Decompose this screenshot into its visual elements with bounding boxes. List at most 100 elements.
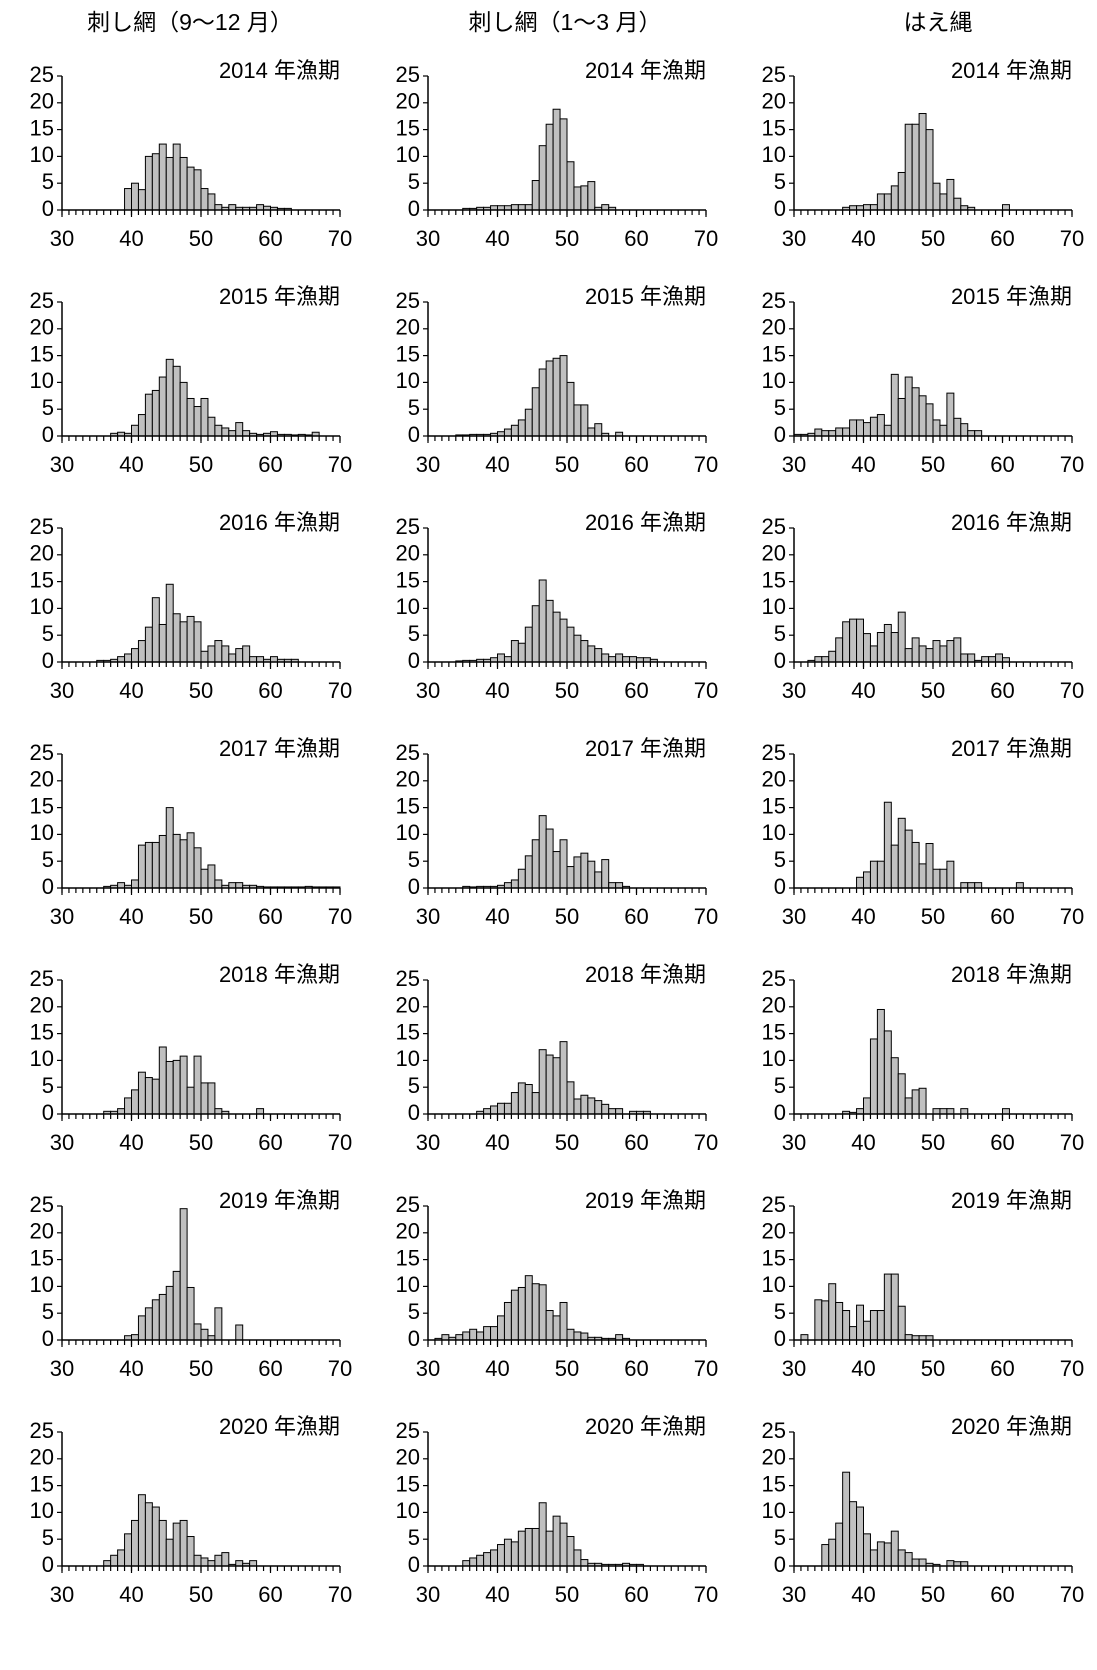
bar: [214, 424, 223, 437]
bar: [531, 387, 540, 437]
y-tick-label: 25: [30, 740, 54, 765]
bar: [573, 404, 582, 437]
bar: [856, 1108, 864, 1115]
bar: [214, 204, 223, 211]
y-tick-label: 10: [396, 1272, 420, 1297]
x-tick-label: 70: [694, 452, 718, 477]
y-tick-label: 20: [396, 1219, 420, 1244]
bar: [918, 645, 927, 663]
y-tick-label: 0: [774, 874, 786, 899]
bar: [821, 1544, 830, 1567]
bar: [110, 1554, 119, 1567]
bar: [117, 656, 126, 663]
bar: [842, 427, 851, 437]
bar: [566, 626, 575, 663]
bar: [883, 193, 892, 211]
bar: [835, 637, 844, 663]
x-tick-label: 60: [258, 452, 282, 477]
bar: [517, 642, 526, 663]
bar: [615, 882, 624, 889]
y-tick-label: 20: [762, 315, 786, 340]
y-tick-label: 0: [774, 648, 786, 673]
y-tick-label: 10: [396, 594, 420, 619]
bar: [622, 656, 631, 663]
bar: [545, 1054, 554, 1115]
bar: [601, 653, 610, 663]
x-tick-label: 30: [50, 678, 74, 703]
bar: [517, 1082, 526, 1115]
bar: [200, 1557, 209, 1567]
bar: [580, 1332, 589, 1341]
y-tick-label: 10: [396, 1498, 420, 1523]
bar: [960, 653, 969, 663]
x-tick-label: 40: [119, 1582, 143, 1607]
y-tick-label: 0: [42, 874, 54, 899]
bar: [856, 1304, 864, 1341]
bar: [497, 1544, 505, 1567]
bar: [256, 1108, 265, 1115]
bar: [1015, 882, 1024, 889]
x-tick-label: 30: [416, 1356, 440, 1381]
bar: [158, 1519, 167, 1567]
x-tick-label: 40: [485, 226, 509, 251]
bar: [559, 355, 568, 437]
bar: [890, 1057, 899, 1115]
bar: [559, 1041, 568, 1115]
bar: [863, 633, 871, 663]
y-tick-label: 20: [396, 1445, 420, 1470]
bar: [821, 430, 830, 437]
bar: [497, 1102, 505, 1115]
bar: [214, 640, 223, 663]
bar: [904, 1097, 913, 1115]
y-tick-label: 20: [396, 541, 420, 566]
y-tick-label: 15: [762, 1245, 786, 1270]
y-tick-label: 0: [774, 196, 786, 221]
bar: [587, 645, 596, 663]
bar: [890, 373, 899, 437]
bar: [270, 656, 278, 663]
bar: [462, 1560, 471, 1567]
bar: [242, 645, 251, 663]
bar: [918, 113, 927, 211]
x-tick-label: 60: [624, 904, 648, 929]
bar: [566, 1081, 575, 1115]
bar: [587, 427, 596, 437]
x-tick-label: 40: [119, 1356, 143, 1381]
y-tick-label: 20: [762, 767, 786, 792]
bar: [165, 358, 174, 437]
x-tick-label: 60: [258, 1582, 282, 1607]
bar: [835, 1522, 844, 1567]
bar: [249, 1560, 258, 1567]
bar: [580, 852, 589, 889]
chart-title: 2015 年漁期: [951, 284, 1072, 309]
bar: [573, 1098, 582, 1115]
bar: [911, 841, 920, 889]
bar: [510, 424, 519, 437]
x-tick-label: 70: [1060, 1356, 1084, 1381]
bar: [953, 197, 962, 211]
bar: [124, 188, 133, 211]
x-tick-label: 30: [50, 1582, 74, 1607]
x-tick-label: 50: [189, 1356, 213, 1381]
chart-title: 2015 年漁期: [585, 284, 706, 309]
y-tick-label: 5: [42, 169, 54, 194]
y-tick-label: 20: [762, 1445, 786, 1470]
y-tick-label: 15: [762, 341, 786, 366]
y-tick-label: 0: [42, 1326, 54, 1351]
bar: [974, 882, 983, 889]
bar: [904, 1552, 913, 1567]
x-tick-label: 70: [694, 904, 718, 929]
x-tick-label: 60: [990, 452, 1014, 477]
bar: [545, 123, 554, 211]
y-tick-label: 15: [762, 1471, 786, 1496]
bar: [524, 1084, 533, 1115]
bar: [235, 1324, 244, 1341]
bar: [559, 618, 568, 663]
bar: [179, 621, 188, 663]
y-tick-label: 10: [396, 1046, 420, 1071]
bar: [849, 419, 858, 437]
x-tick-label: 70: [328, 678, 352, 703]
bar: [897, 397, 906, 437]
chart-title: 2014 年漁期: [951, 58, 1072, 83]
bar: [510, 204, 519, 211]
